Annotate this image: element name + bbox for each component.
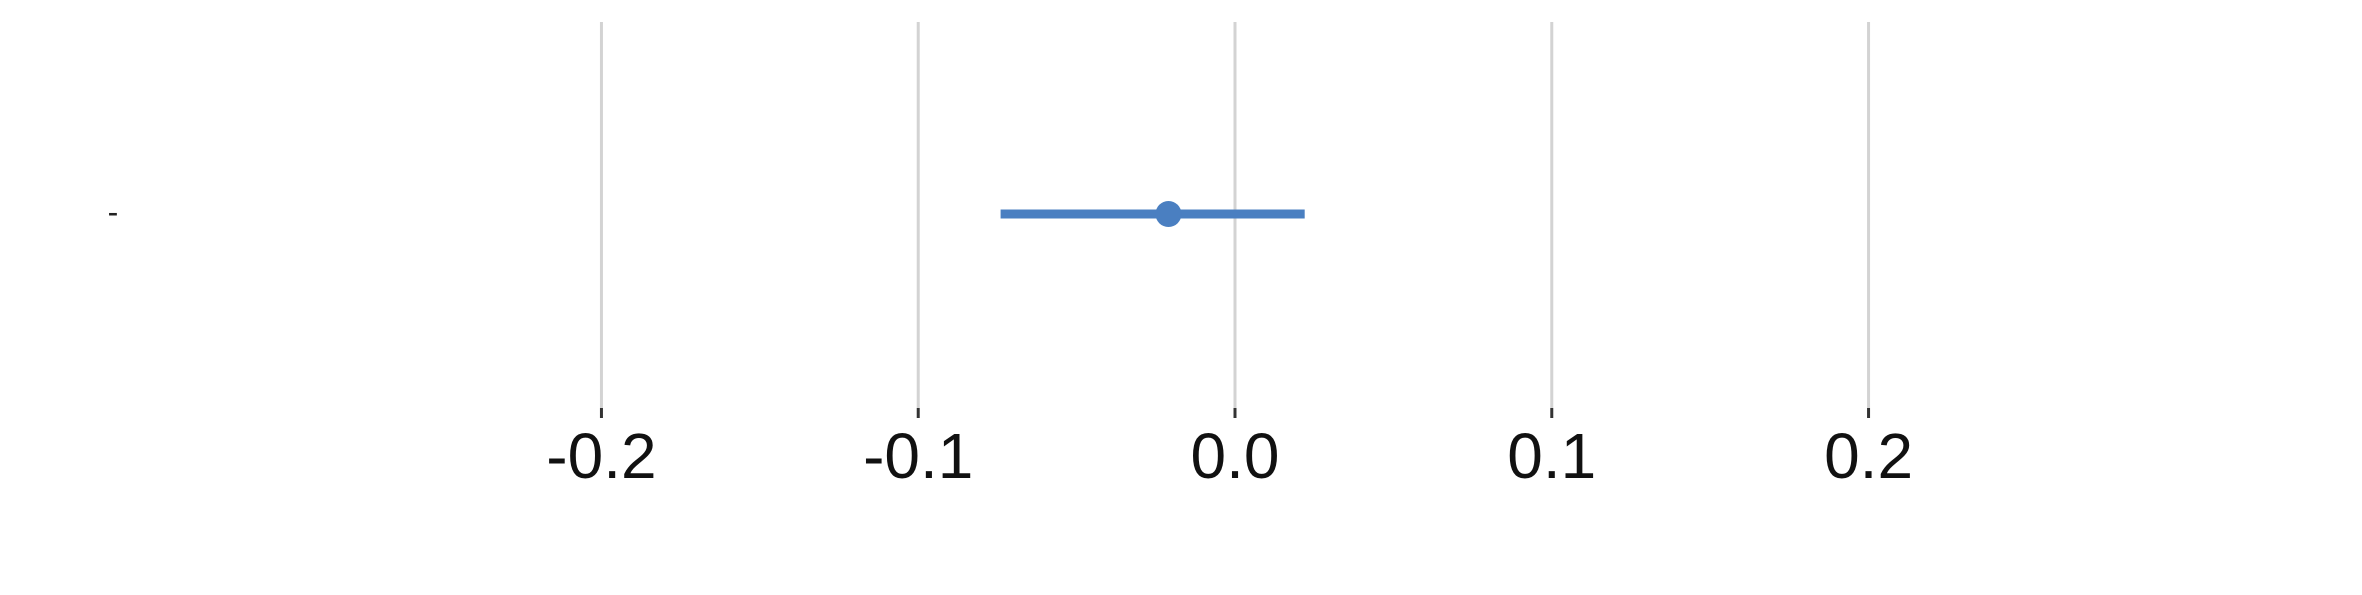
x-tick-label: -0.1 [863,420,973,492]
y-axis-category-labels: - [108,194,119,230]
x-axis-tick-labels: -0.2 -0.1 0.0 0.1 0.2 [546,420,1913,492]
category-label: - [108,194,119,230]
x-tick-label: 0.2 [1824,420,1913,492]
x-tick-label: -0.2 [546,420,656,492]
point-estimate [1155,201,1182,227]
x-tick-label: 0.0 [1191,420,1280,492]
x-axis-ticks [599,408,1871,418]
x-tick-label: 0.1 [1507,420,1596,492]
data-marks [1000,201,1305,227]
